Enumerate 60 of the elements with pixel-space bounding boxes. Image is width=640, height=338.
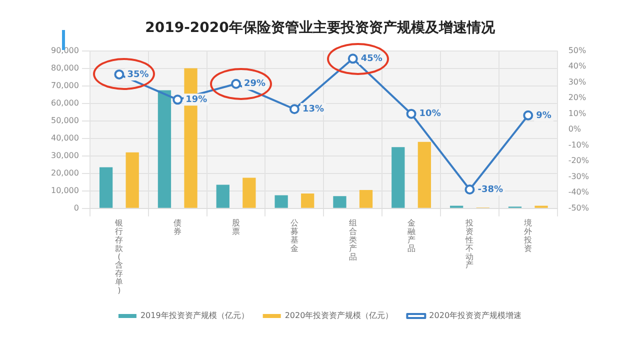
bar	[274, 195, 288, 208]
y2-tick-label: -30%	[568, 172, 590, 181]
x-tick-label: 公募基金	[290, 218, 298, 253]
data-label: 35%	[127, 70, 149, 80]
y2-tick-label: 30%	[568, 77, 587, 86]
point	[348, 54, 358, 64]
y-tick-label: 10,000	[50, 186, 79, 195]
y-tick-label: 0	[74, 203, 79, 212]
bar	[216, 184, 230, 208]
y-tick-label: 70,000	[50, 80, 79, 90]
bar	[126, 152, 139, 208]
y-tick-label: 60,000	[50, 98, 79, 108]
y2-tick-label: -20%	[568, 156, 590, 166]
legend-label: 2020年投资资产规模增速	[429, 311, 522, 320]
data-label: 45%	[360, 54, 382, 64]
y-tick-label: 40,000	[50, 133, 79, 142]
category-label: 银行存款(含存单)	[115, 218, 124, 295]
bar	[359, 190, 373, 208]
y2-tick-label: 50%	[568, 46, 587, 55]
point	[406, 108, 416, 119]
data-label: 19%	[186, 95, 208, 105]
x-tick-label: 债券	[174, 218, 182, 236]
point	[172, 94, 183, 105]
y-tick-label: 20,000	[50, 168, 79, 178]
y2-tick-label: -50%	[568, 203, 590, 212]
bar	[301, 194, 314, 208]
bar	[392, 147, 405, 208]
y-tick-label: 90,000	[50, 46, 79, 55]
x-tick-label: 投资性不动产	[464, 218, 474, 270]
point	[231, 78, 242, 89]
y-tick-label: 80,000	[50, 63, 79, 72]
data-label: 9%	[536, 110, 552, 121]
y2-tick-label: 40%	[568, 62, 587, 71]
bar	[418, 142, 432, 208]
x-tick-label: 组合类产品	[348, 218, 357, 262]
point	[464, 184, 475, 194]
y2-tick-label: 0%	[568, 124, 582, 134]
y2-tick-label: -40%	[568, 188, 590, 197]
y2-tick-label: 20%	[568, 93, 587, 102]
data-label: 13%	[302, 104, 324, 114]
x-tick-label: 境外投资	[523, 218, 532, 253]
legend-label: 2020年投资资产规模（亿元）	[284, 311, 394, 320]
data-label: 10%	[419, 109, 441, 120]
y2-tick-label: 10%	[568, 108, 587, 118]
legend-label: 2019年投资资产规模（亿元）	[140, 311, 249, 320]
y-tick-label: 50,000	[50, 116, 79, 125]
bar	[333, 196, 346, 208]
x-tick-label: 股票	[232, 218, 240, 236]
chart-title: 2019-2020年保险资管业主要投资资产规模及增速情况	[145, 19, 496, 36]
bar	[99, 167, 113, 208]
point	[114, 69, 124, 80]
data-label: 29%	[244, 79, 266, 90]
point	[523, 110, 534, 120]
y-tick-label: 30,000	[50, 150, 79, 160]
data-label: -38%	[478, 184, 503, 195]
y2-tick-label: -10%	[568, 140, 590, 150]
bar	[242, 178, 256, 208]
x-tick-label: 金融产品	[407, 218, 416, 253]
bar	[158, 90, 172, 208]
point	[289, 104, 300, 114]
